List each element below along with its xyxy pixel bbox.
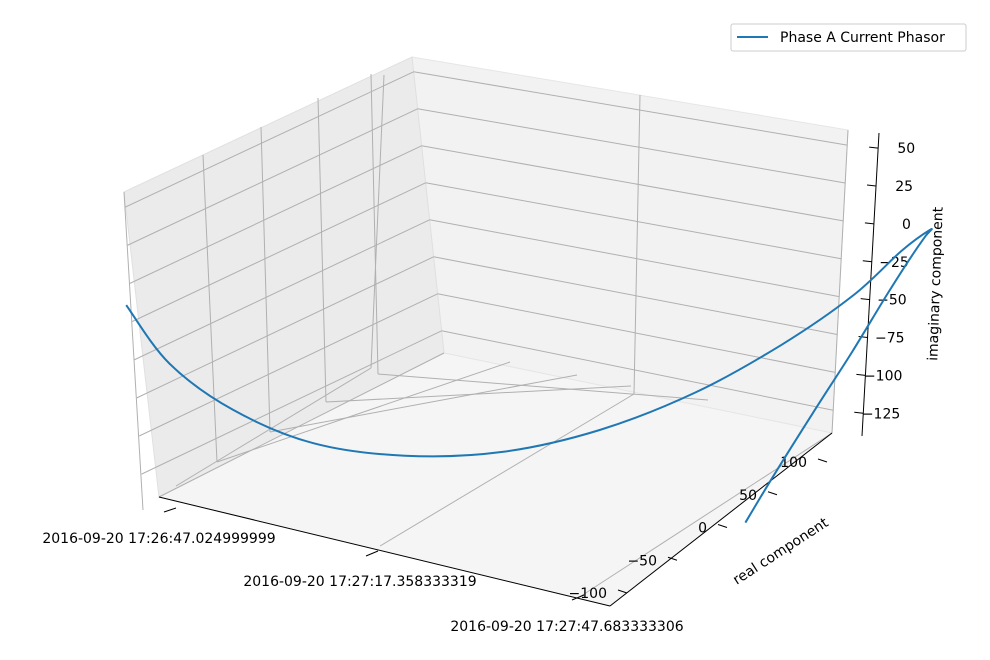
z-tick [862,260,872,263]
back-gridline-z [413,71,848,146]
back-gridline-x [370,74,385,369]
y-tick-label: 0 [698,521,707,537]
back-gridline-z [421,145,844,222]
y-tick [817,458,828,463]
floor-gridline-y [269,374,578,433]
y-tick-label: −100 [569,586,607,602]
z-tick-label: −125 [862,406,900,422]
legend-box [730,23,967,52]
z-tick [866,184,877,187]
back-gridline-z [437,293,836,373]
legend[interactable]: Phase A Current Phasor [730,23,967,52]
grid-lines [123,71,849,599]
y-tick-label: 50 [739,488,757,504]
back-gridline-x [831,129,849,434]
x-tick-label: 2016-09-20 17:27:47.683333306 [450,619,683,635]
z-tick-label: −50 [877,293,907,309]
floor-gridline-x [175,367,372,487]
z-tick-label: −100 [864,368,902,384]
floor-gridline-y [325,385,632,403]
x-tick [365,550,379,557]
y-tick [667,556,678,561]
z-axis-title: imaginary component [925,206,946,361]
z-tick-label: 25 [895,179,913,195]
floor-gridline-x [379,393,635,547]
x-axis-line [158,496,611,607]
back-gridline-x [633,94,641,395]
z-tick [864,222,874,225]
floor-gridline-x [577,432,833,599]
y-tick-label: −50 [627,553,657,569]
back-gridline-z [441,330,834,411]
floor-gridline-y [158,352,445,498]
z-tick [856,373,866,376]
z-tick-label: −75 [875,331,905,347]
left-gridline-y [260,126,271,433]
back-gridline-z [425,182,842,260]
x-tick [571,594,585,601]
x-tick [163,507,177,513]
left-gridline-y [370,73,379,375]
z-tick [869,146,879,149]
y-tick-label: 100 [780,455,807,471]
y-tick [767,491,778,496]
series-group [125,227,933,524]
left-gridline-z [129,145,422,284]
z-tick-label: 0 [902,217,911,233]
z-tick-label: 50 [897,141,915,157]
left-gridline-z [136,256,434,399]
left-gridline-y [202,154,218,463]
axis-lines [158,132,880,607]
left-gridline-z [138,293,438,437]
back-gridline-z [417,108,846,184]
pane-group [123,56,849,607]
series-line-phase-a [125,227,933,524]
back-gridline-z [433,256,838,336]
y-axis-title: real component [730,515,832,589]
tick-group: 2016-09-20 17:26:47.024999999 2016-09-20 … [42,141,915,635]
y-tick [717,524,728,528]
z-tick-label: −25 [879,255,909,271]
x-tick-label: 2016-09-20 17:27:17.358333319 [243,574,476,590]
z-axis-line [861,132,880,437]
y-axis-line [609,432,833,607]
z-tick [860,298,870,301]
y-tick [617,589,628,594]
left-gridline-z [131,182,426,323]
z-tick [858,336,868,339]
left-gridline-z [141,330,442,475]
x-tick-label: 2016-09-20 17:26:47.024999999 [42,531,275,547]
z-tick [854,411,864,414]
left-gridline-z [127,108,418,246]
left-gridline-z [134,219,430,361]
legend-label: Phase A Current Phasor [780,30,945,46]
floor-gridline-y [216,361,511,463]
left-gridline-z [124,71,414,208]
floor-gridline-y [377,373,709,401]
back-gridline-z [429,219,840,298]
left-gridline-y [317,97,327,403]
